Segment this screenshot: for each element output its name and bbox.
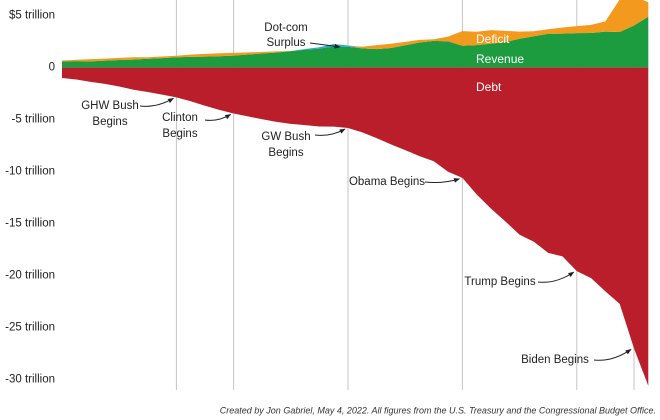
annotation-arrow [424,178,460,184]
footnote: Created by Jon Gabriel, May 4, 2022. All… [220,405,656,415]
event-label: GHW Bush [81,100,139,112]
y-tick-label: -25 trillion [5,322,55,334]
y-tick-label: -10 trillion [5,166,55,178]
annotation-arrow [139,97,174,107]
y-tick-label: -20 trillion [5,270,55,282]
annotation-arrow [593,348,632,361]
y-tick-label: 0 [49,62,55,74]
area [62,16,649,68]
series-label: Revenue [476,52,524,66]
event-label: Begins [92,116,127,128]
annotation-arrow [204,114,232,121]
area [62,67,649,386]
event-label: Obama Begins [349,176,425,188]
y-tick-label: -5 trillion [12,114,55,126]
series-label: Debt [476,80,502,94]
event-label: Begins [268,147,303,159]
annotation-arrow [314,128,346,136]
annotation-arrow [309,42,341,49]
event-label: GW Bush [261,131,310,143]
series-label: Deficit [476,32,510,46]
y-tick-label: $5 trillion [9,10,55,22]
y-tick-label: -30 trillion [5,374,55,386]
annotation: Dot-com Surplus [264,22,307,49]
event-label: Biden Begins [521,354,589,366]
event-label: Trump Begins [464,276,535,288]
event-label: Begins [162,128,197,140]
y-tick-label: -15 trillion [5,218,55,230]
event-label: Clinton [162,112,198,124]
annotation-arrow [537,271,575,283]
